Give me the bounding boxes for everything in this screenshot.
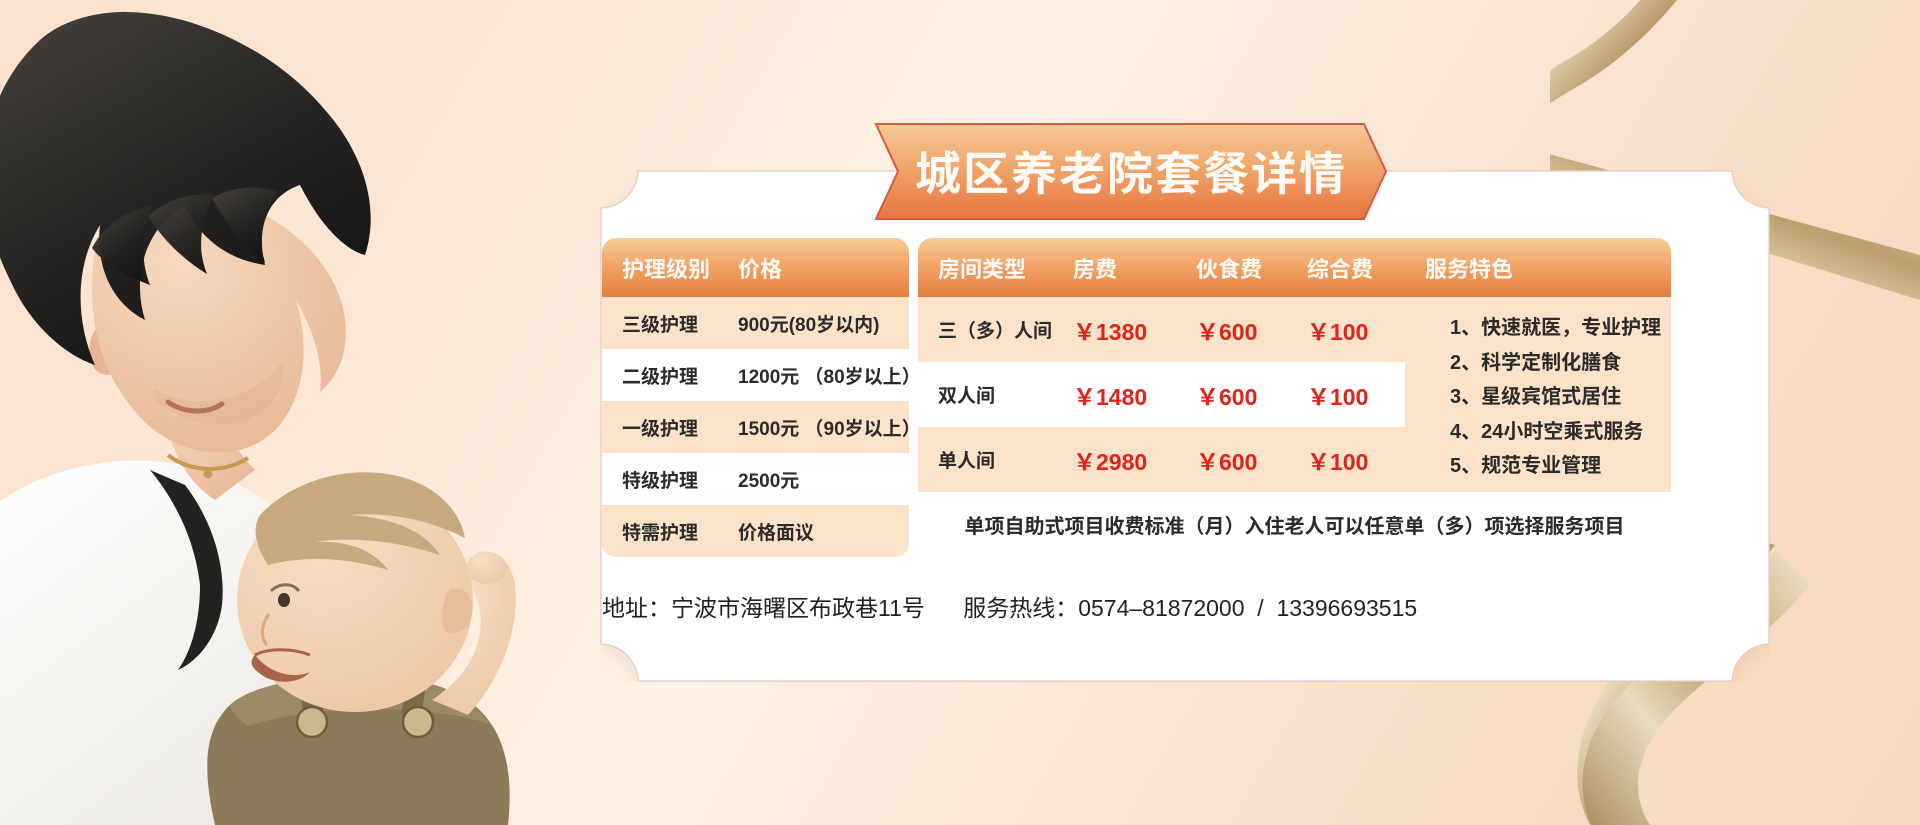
svg-text:城区养老院套餐详情: 城区养老院套餐详情 [915,138,1347,204]
